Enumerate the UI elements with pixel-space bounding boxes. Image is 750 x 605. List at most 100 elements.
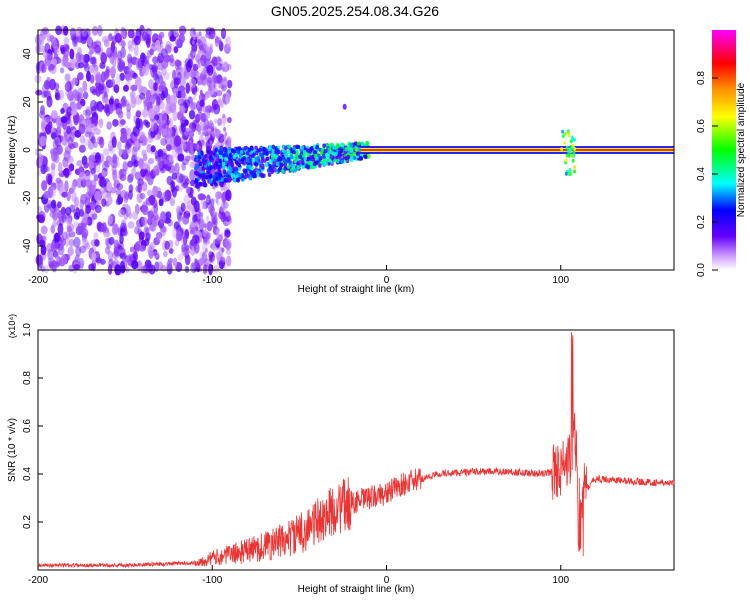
heatmap-cell xyxy=(147,244,155,256)
heatmap-cell xyxy=(126,127,132,135)
heatmap-cell xyxy=(179,67,187,79)
heatmap-cell xyxy=(82,109,88,116)
heatmap-cell xyxy=(41,180,48,191)
heatmap-cell xyxy=(205,71,209,77)
heatmap-cell xyxy=(224,92,231,105)
snr-y-multiplier: (x10⁴) xyxy=(7,314,17,338)
heatmap-cell xyxy=(46,95,53,108)
heatmap-cell xyxy=(220,232,224,238)
colorbar-tick-label: 0.6 xyxy=(696,119,707,133)
heatmap-cell xyxy=(225,178,229,183)
heatmap-cell xyxy=(53,251,60,259)
heatmap-cell xyxy=(292,150,296,155)
heatmap-cell xyxy=(139,192,146,200)
heatmap-cell xyxy=(50,162,56,171)
heatmap-cell xyxy=(107,215,114,225)
heatmap-cell xyxy=(217,56,221,62)
heatmap-cell xyxy=(336,144,340,149)
heatmap-cell xyxy=(81,27,88,38)
heatmap-cell xyxy=(323,148,328,154)
heatmap-cell xyxy=(68,264,75,272)
heatmap-cell xyxy=(60,254,68,265)
heatmap-cell xyxy=(214,118,218,124)
heatmap-cell xyxy=(318,163,322,168)
heatmap-cell xyxy=(131,167,137,177)
heatmap-cell xyxy=(197,264,201,270)
heatmap-cell xyxy=(119,168,127,177)
heatmap-cell xyxy=(187,53,196,61)
heatmap-cell xyxy=(65,119,73,129)
heatmap-cell xyxy=(220,137,224,143)
heatmap-cell xyxy=(189,78,197,89)
heatmap-cell xyxy=(98,119,104,129)
heatmap-cell xyxy=(179,76,187,87)
heatmap-cell xyxy=(210,158,215,163)
heatmap-cell xyxy=(365,141,370,146)
heatmap-cell xyxy=(90,136,96,144)
heatmap-cell xyxy=(234,152,238,158)
heatmap-cell xyxy=(215,132,219,138)
heatmap-cell xyxy=(243,146,248,151)
heatmap-cell xyxy=(197,76,204,86)
spectrogram-heatmap xyxy=(34,24,674,276)
heatmap-cell xyxy=(89,57,96,65)
heatmap-cell xyxy=(196,220,200,226)
heatmap-cell xyxy=(298,154,303,159)
heatmap-cell xyxy=(216,200,220,206)
heatmap-cell xyxy=(251,158,256,163)
heatmap-cell xyxy=(238,173,242,178)
heatmap-cell xyxy=(156,261,164,270)
heatmap-cell xyxy=(127,173,134,182)
heatmap-cell xyxy=(152,250,160,259)
heatmap-cell xyxy=(37,214,45,223)
heatmap-cell xyxy=(360,141,365,146)
heatmap-cell xyxy=(197,151,202,156)
heatmap-cell xyxy=(256,169,260,175)
heatmap-cell xyxy=(204,41,211,52)
heatmap-cell xyxy=(327,157,332,163)
heatmap-cell xyxy=(84,242,91,250)
heatmap-cell xyxy=(290,162,294,168)
heatmap-cell xyxy=(60,206,66,216)
heatmap-cell xyxy=(230,163,235,168)
heatmap-cell xyxy=(52,261,60,268)
heatmap-cell xyxy=(85,170,91,182)
heatmap-cell xyxy=(43,265,49,274)
heatmap-cell xyxy=(190,57,194,63)
heatmap-cell xyxy=(43,190,51,199)
x-tick-label: 100 xyxy=(552,575,569,586)
heatmap-cell xyxy=(75,245,82,257)
heatmap-cell xyxy=(215,191,222,200)
heatmap-cell xyxy=(312,150,317,155)
heatmap-cell xyxy=(167,43,175,53)
heatmap-cell xyxy=(336,158,340,164)
heatmap-cell xyxy=(64,73,71,82)
heatmap-cell xyxy=(181,243,186,253)
heatmap-cell xyxy=(134,226,140,235)
heatmap-cell xyxy=(173,29,179,38)
heatmap-cell xyxy=(202,219,206,225)
heatmap-cell xyxy=(99,187,106,195)
heatmap-cell xyxy=(197,80,201,86)
heatmap-cell xyxy=(180,122,186,133)
heatmap-cell xyxy=(217,167,221,173)
heatmap-cell xyxy=(147,108,156,120)
heatmap-cell xyxy=(97,25,103,37)
heatmap-cell xyxy=(66,155,74,164)
heatmap-cell xyxy=(89,209,98,221)
heatmap-cell xyxy=(35,89,43,96)
heatmap-cell xyxy=(122,149,128,159)
heatmap-cell xyxy=(192,29,196,35)
heatmap-cell xyxy=(110,41,116,53)
heatmap-cell xyxy=(206,154,210,160)
heatmap-cell xyxy=(220,177,224,183)
heatmap-cell xyxy=(572,150,576,155)
heatmap-cell xyxy=(64,235,70,247)
heatmap-cell xyxy=(93,232,99,241)
heatmap-cell xyxy=(138,159,144,167)
heatmap-cell xyxy=(73,236,81,248)
heatmap-cell xyxy=(211,86,215,92)
heatmap-cell xyxy=(221,87,225,93)
heatmap-cell xyxy=(183,70,190,80)
heatmap-cell xyxy=(165,41,172,51)
